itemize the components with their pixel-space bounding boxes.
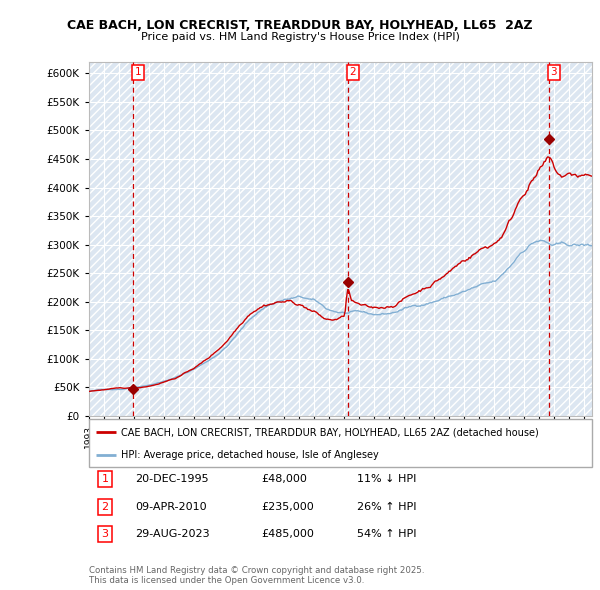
Text: Contains HM Land Registry data © Crown copyright and database right 2025.
This d: Contains HM Land Registry data © Crown c… xyxy=(89,566,424,585)
Text: £235,000: £235,000 xyxy=(261,502,314,512)
Text: 26% ↑ HPI: 26% ↑ HPI xyxy=(357,502,416,512)
Text: £48,000: £48,000 xyxy=(261,474,307,484)
Text: 2: 2 xyxy=(101,502,109,512)
Text: 54% ↑ HPI: 54% ↑ HPI xyxy=(357,529,416,539)
Text: 3: 3 xyxy=(101,529,109,539)
Text: Price paid vs. HM Land Registry's House Price Index (HPI): Price paid vs. HM Land Registry's House … xyxy=(140,32,460,42)
Text: 29-AUG-2023: 29-AUG-2023 xyxy=(135,529,209,539)
Text: CAE BACH, LON CRECRIST, TREARDDUR BAY, HOLYHEAD, LL65  2AZ: CAE BACH, LON CRECRIST, TREARDDUR BAY, H… xyxy=(67,19,533,32)
Text: CAE BACH, LON CRECRIST, TREARDDUR BAY, HOLYHEAD, LL65 2AZ (detached house): CAE BACH, LON CRECRIST, TREARDDUR BAY, H… xyxy=(121,427,539,437)
Text: 1: 1 xyxy=(135,67,142,77)
Text: 11% ↓ HPI: 11% ↓ HPI xyxy=(357,474,416,484)
Text: £485,000: £485,000 xyxy=(261,529,314,539)
Text: HPI: Average price, detached house, Isle of Anglesey: HPI: Average price, detached house, Isle… xyxy=(121,450,379,460)
Text: 1: 1 xyxy=(101,474,109,484)
Text: 3: 3 xyxy=(550,67,557,77)
Text: 20-DEC-1995: 20-DEC-1995 xyxy=(135,474,209,484)
Text: 09-APR-2010: 09-APR-2010 xyxy=(135,502,206,512)
Text: 2: 2 xyxy=(350,67,356,77)
